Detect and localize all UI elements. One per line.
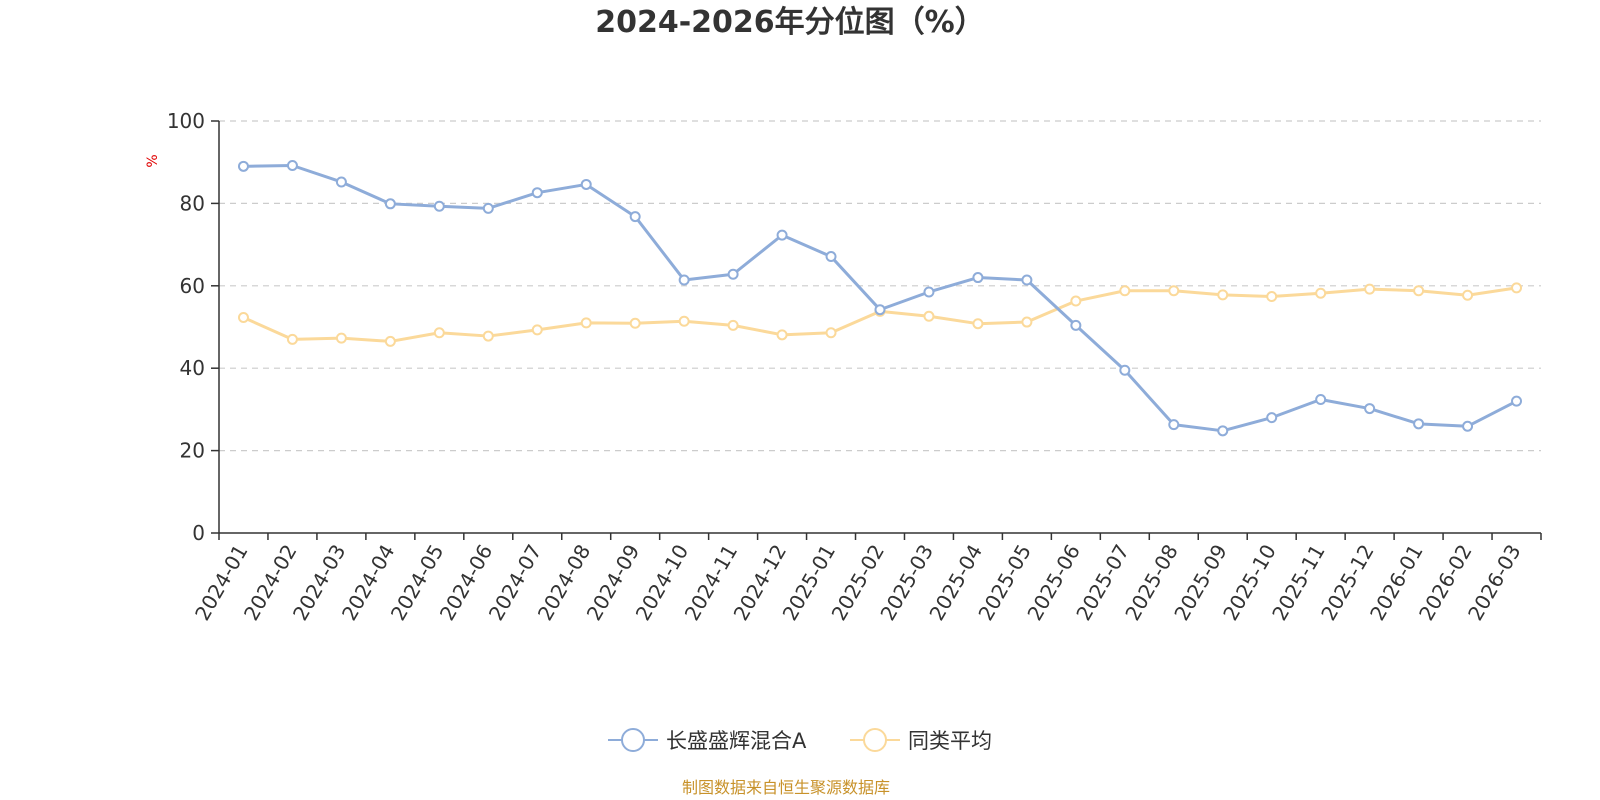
legend: 长盛盛辉混合A 同类平均 [608, 728, 992, 753]
data-point[interactable] [237, 160, 249, 172]
data-point[interactable] [1364, 283, 1376, 295]
data-point[interactable] [923, 310, 935, 322]
y-tick-label: 40 [180, 356, 205, 380]
data-point[interactable] [384, 335, 396, 347]
chart-title: 2024-2026年分位图（%） [595, 5, 985, 40]
data-point[interactable] [727, 319, 739, 331]
data-point[interactable] [237, 312, 249, 324]
data-point[interactable] [776, 229, 788, 241]
data-point[interactable] [335, 176, 347, 188]
data-point[interactable] [972, 318, 984, 330]
data-point[interactable] [1511, 282, 1523, 294]
data-point[interactable] [1217, 425, 1229, 437]
data-point[interactable] [678, 274, 690, 286]
data-point[interactable] [433, 327, 445, 339]
data-point[interactable] [874, 304, 886, 316]
data-point[interactable] [531, 324, 543, 336]
y-tick-label: 60 [180, 274, 205, 298]
data-point[interactable] [482, 202, 494, 214]
data-point[interactable] [1315, 287, 1327, 299]
data-point[interactable] [1413, 418, 1425, 430]
data-point[interactable] [1315, 394, 1327, 406]
data-point[interactable] [335, 332, 347, 344]
data-point[interactable] [825, 327, 837, 339]
grid-lines [219, 120, 1541, 452]
y-tick-label: 20 [180, 439, 205, 463]
y-tick-label: 0 [192, 521, 205, 545]
data-point[interactable] [482, 330, 494, 342]
legend-marker-icon [863, 728, 887, 752]
data-point[interactable] [580, 178, 592, 190]
data-point[interactable] [1266, 291, 1278, 303]
data-point[interactable] [580, 317, 592, 329]
data-point[interactable] [678, 315, 690, 327]
y-tick-label: 100 [167, 109, 205, 133]
data-point[interactable] [384, 198, 396, 210]
data-point[interactable] [1511, 395, 1523, 407]
series-layer [237, 159, 1523, 437]
data-point[interactable] [1266, 412, 1278, 424]
data-point[interactable] [1168, 419, 1180, 431]
data-point[interactable] [629, 211, 641, 223]
data-point[interactable] [1119, 364, 1131, 376]
legend-label: 长盛盛辉混合A [666, 729, 807, 753]
data-point[interactable] [1217, 289, 1229, 301]
data-point[interactable] [1413, 285, 1425, 297]
data-point[interactable] [825, 251, 837, 263]
data-point[interactable] [727, 268, 739, 280]
data-point[interactable] [1070, 295, 1082, 307]
axes: 0204060801002024-012024-022024-032024-04… [167, 109, 1542, 625]
series-0 [237, 159, 1523, 437]
legend-item-0[interactable]: 长盛盛辉混合A [608, 728, 807, 753]
data-point[interactable] [1021, 274, 1033, 286]
legend-marker-icon [621, 728, 645, 752]
data-point[interactable] [923, 286, 935, 298]
data-point[interactable] [1462, 289, 1474, 301]
data-point[interactable] [1168, 285, 1180, 297]
legend-label: 同类平均 [908, 729, 992, 753]
legend-item-1[interactable]: 同类平均 [850, 728, 992, 753]
data-point[interactable] [286, 159, 298, 171]
data-point[interactable] [286, 333, 298, 345]
data-point[interactable] [1462, 420, 1474, 432]
data-point[interactable] [433, 200, 445, 212]
y-axis-unit: % [145, 154, 161, 167]
data-point[interactable] [776, 329, 788, 341]
data-point[interactable] [1364, 403, 1376, 415]
data-point[interactable] [1119, 285, 1131, 297]
data-point[interactable] [972, 272, 984, 284]
data-point[interactable] [531, 187, 543, 199]
data-point[interactable] [629, 317, 641, 329]
y-tick-label: 80 [180, 191, 205, 215]
data-point[interactable] [1070, 319, 1082, 331]
source-note: 制图数据来自恒生聚源数据库 [682, 778, 890, 797]
data-point[interactable] [1021, 316, 1033, 328]
